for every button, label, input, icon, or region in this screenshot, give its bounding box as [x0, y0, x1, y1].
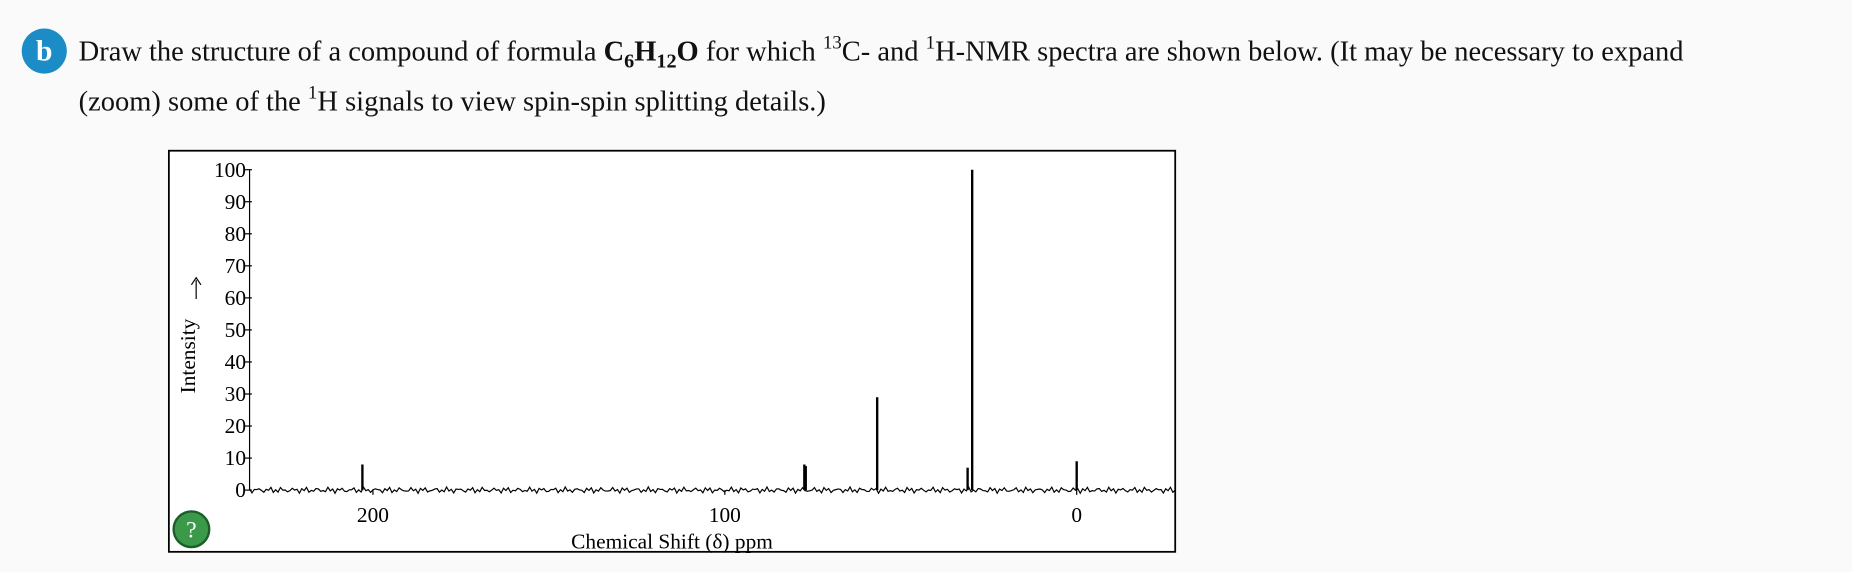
question-text: for which: [699, 37, 823, 68]
help-button[interactable]: [172, 510, 211, 549]
question-text: 13: [823, 33, 842, 54]
help-button-label[interactable]: ?: [186, 518, 197, 544]
question-text: Draw the structure of a compound of form…: [79, 37, 604, 68]
question-text: 12: [656, 51, 676, 73]
y-tick-label: 10: [225, 446, 246, 470]
question-text: C: [604, 37, 625, 68]
y-tick-label: 60: [225, 286, 246, 310]
x-tick-label: 0: [1071, 503, 1082, 527]
y-tick-label: 0: [235, 478, 246, 502]
y-axis-label: Intensity: [176, 318, 200, 393]
y-tick-label: 50: [225, 318, 246, 342]
y-tick-label: 70: [225, 254, 246, 278]
question-text: H: [634, 37, 656, 68]
question-text: H signals to view spin-spin splitting de…: [317, 86, 825, 117]
baseline-noise: [248, 485, 1176, 495]
x-tick-label: 100: [709, 503, 741, 527]
plot: 0 10 20 30 40 50 60 70 80 90 100 200 100 0: [214, 158, 1176, 527]
y-tick-label: 30: [225, 382, 246, 406]
y-tick-label: 80: [225, 222, 246, 246]
y-tick-label: 20: [225, 414, 246, 438]
badge-label: b: [36, 36, 53, 68]
question-text: H-NMR spectra are shown below. (It may b…: [935, 37, 1683, 68]
question-text: (zoom) some of the: [79, 86, 308, 117]
question-text: 6: [624, 51, 634, 73]
y-tick-label: 90: [225, 190, 246, 214]
question-line: (zoom) some of the 1H signals to view sp…: [79, 82, 826, 117]
y-tick-label: 40: [225, 350, 246, 374]
question-text: 1: [926, 33, 935, 54]
badge: [21, 28, 67, 74]
question-text: C- and: [842, 37, 926, 68]
y-axis-arrow: [190, 276, 202, 300]
question-text: 1: [308, 82, 317, 103]
chart-frame: [167, 149, 1177, 553]
y-tick-label: 100: [214, 158, 246, 182]
x-tick-label: 200: [357, 503, 389, 527]
x-axis-label: Chemical Shift (δ) ppm: [571, 529, 773, 553]
question-text: O: [677, 37, 699, 68]
question-line: Draw the structure of a compound of form…: [79, 33, 1684, 73]
